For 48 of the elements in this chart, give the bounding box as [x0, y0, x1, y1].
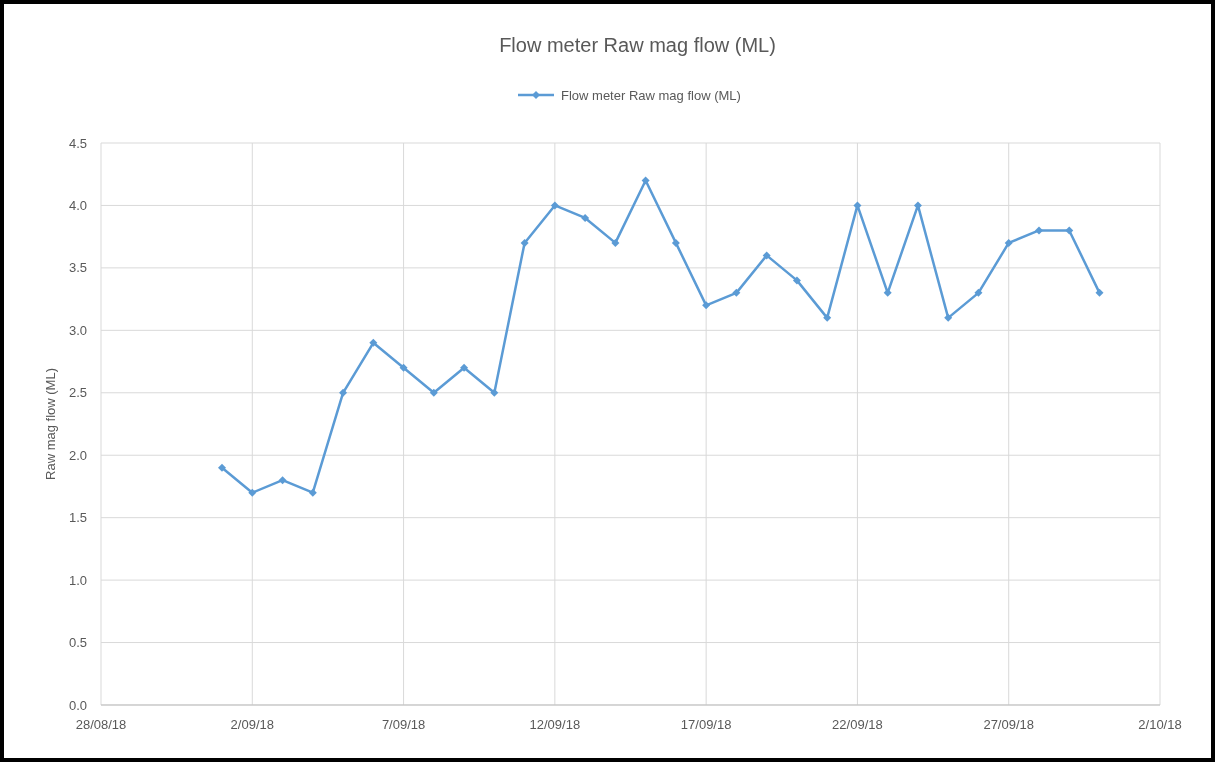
x-tick-label: 2/09/18: [230, 717, 274, 732]
y-tick-label: 2.5: [68, 385, 87, 401]
y-tick-label: 3.5: [68, 260, 87, 276]
chart-title: Flow meter Raw mag flow (ML): [499, 34, 776, 56]
point: [823, 313, 832, 322]
legend-label: Flow meter Raw mag flow (ML): [561, 87, 741, 103]
point: [520, 238, 529, 247]
point: [702, 301, 711, 310]
point: [641, 176, 650, 185]
y-tick-label: 0.5: [68, 635, 87, 651]
y-tick-label: 0.0: [68, 697, 87, 713]
point: [1034, 226, 1043, 235]
point: [369, 338, 378, 347]
point: [218, 463, 227, 472]
y-tick-label: 1.5: [68, 510, 87, 526]
point: [429, 388, 438, 397]
point: [460, 363, 469, 372]
point: [490, 388, 499, 397]
y-tick-label: 1.0: [68, 572, 87, 588]
x-tick-label: 2/10/18: [1138, 717, 1182, 732]
point: [611, 238, 620, 247]
point: [278, 476, 287, 485]
y-tick-label: 4.0: [68, 197, 87, 213]
point: [671, 238, 680, 247]
point: [581, 213, 590, 222]
x-tick-label: 27/09/18: [983, 717, 1035, 732]
point: [308, 488, 317, 497]
x-tick-label: 7/09/18: [381, 717, 426, 732]
y-tick-label: 2.0: [68, 447, 87, 463]
point: [944, 313, 953, 322]
x-tick-label: 12/09/18: [529, 717, 581, 732]
point: [1004, 238, 1013, 247]
point: [1095, 288, 1104, 297]
point: [1065, 226, 1074, 235]
y-tick-label: 3.0: [68, 322, 87, 338]
x-tick-label: 28/08/18: [75, 717, 127, 732]
point: [248, 488, 257, 497]
point: [550, 201, 559, 210]
y-tick-label: 4.5: [68, 135, 87, 151]
point: [762, 251, 771, 260]
point: [792, 276, 801, 285]
y-axis-title: Raw mag flow (ML): [43, 368, 58, 480]
point: [399, 363, 408, 372]
point: [339, 388, 348, 397]
point: [732, 288, 741, 297]
point: [974, 288, 983, 297]
x-tick-label: 17/09/18: [680, 717, 732, 732]
x-tick-label: 22/09/18: [832, 717, 883, 732]
